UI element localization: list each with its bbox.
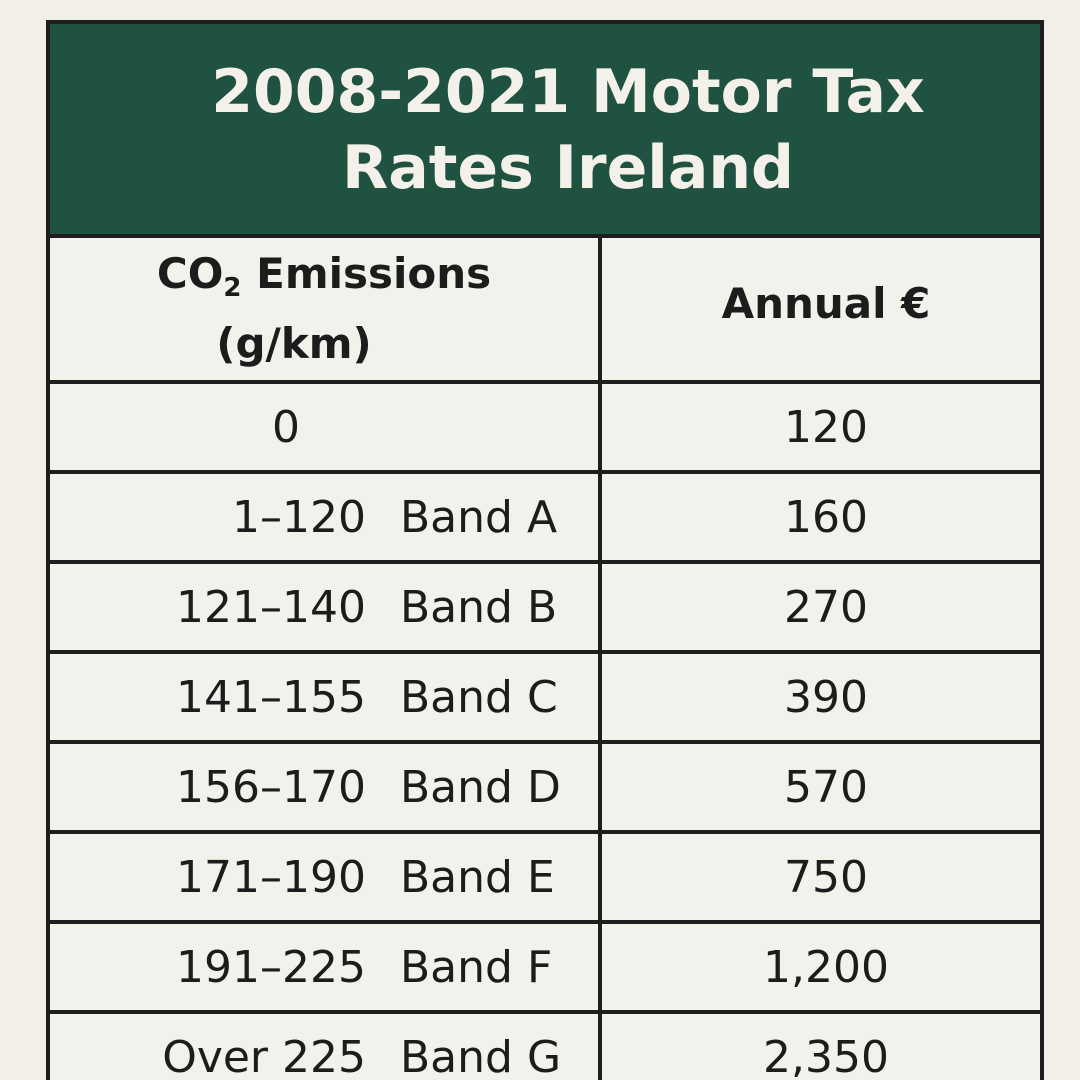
table-row: 156–170 Band D 570 — [50, 744, 1040, 834]
emissions-range: 0 — [272, 401, 300, 453]
table-header-row: CO2 Emissions (g/km) Annual € — [50, 238, 1040, 384]
table-row: Over 225 Band G 2,350 — [50, 1014, 1040, 1080]
table-row: 141–155 Band C 390 — [50, 654, 1040, 744]
band-label: Band A — [400, 491, 558, 543]
emissions-range: 171–190 — [176, 851, 366, 903]
emissions-range: 1–120 — [232, 491, 366, 543]
emissions-range: 121–140 — [176, 581, 366, 633]
emissions-range: Over 225 — [162, 1031, 366, 1080]
annual-cell: 120 — [784, 401, 868, 453]
emissions-cell: 191–225 Band F — [50, 924, 602, 1010]
emissions-range: 191–225 — [176, 941, 366, 993]
table-row: 0 120 — [50, 384, 1040, 474]
header-annual: Annual € — [721, 278, 931, 328]
table-title-line2: Rates Ireland — [342, 133, 794, 203]
annual-cell: 2,350 — [763, 1031, 889, 1080]
emissions-cell: 141–155 Band C — [50, 654, 602, 740]
band-label: Band F — [400, 941, 553, 993]
annual-cell: 270 — [784, 581, 868, 633]
table-title-line1: 2008-2021 Motor Tax — [211, 57, 925, 127]
emissions-cell: 156–170 Band D — [50, 744, 602, 830]
band-label: Band E — [400, 851, 555, 903]
annual-cell: 570 — [784, 761, 868, 813]
header-co2-emissions: CO2 Emissions (g/km) — [50, 238, 602, 380]
table-row: 1–120 Band A 160 — [50, 474, 1040, 564]
table-row: 171–190 Band E 750 — [50, 834, 1040, 924]
emissions-cell: 171–190 Band E — [50, 834, 602, 920]
emissions-range: 141–155 — [176, 671, 366, 723]
band-label: Band D — [400, 761, 561, 813]
emissions-cell: Over 225 Band G — [50, 1014, 602, 1080]
header-co2-line2: (g/km) — [216, 319, 372, 368]
emissions-cell: 0 — [50, 384, 602, 470]
table-row: 191–225 Band F 1,200 — [50, 924, 1040, 1014]
table-title: 2008-2021 Motor Tax Rates Ireland — [50, 24, 1040, 238]
annual-cell: 750 — [784, 851, 868, 903]
table-body: CO2 Emissions (g/km) Annual € 0 120 1–12… — [50, 238, 1040, 1080]
header-co2-line1: CO2 Emissions — [156, 249, 492, 303]
band-label: Band B — [400, 581, 558, 633]
band-label: Band C — [400, 671, 558, 723]
annual-cell: 160 — [784, 491, 868, 543]
motor-tax-table: 2008-2021 Motor Tax Rates Ireland CO2 Em… — [46, 20, 1044, 1080]
table-row: 121–140 Band B 270 — [50, 564, 1040, 654]
band-label: Band G — [400, 1031, 562, 1080]
emissions-cell: 1–120 Band A — [50, 474, 602, 560]
emissions-cell: 121–140 Band B — [50, 564, 602, 650]
annual-cell: 390 — [784, 671, 868, 723]
emissions-range: 156–170 — [176, 761, 366, 813]
annual-cell: 1,200 — [763, 941, 889, 993]
